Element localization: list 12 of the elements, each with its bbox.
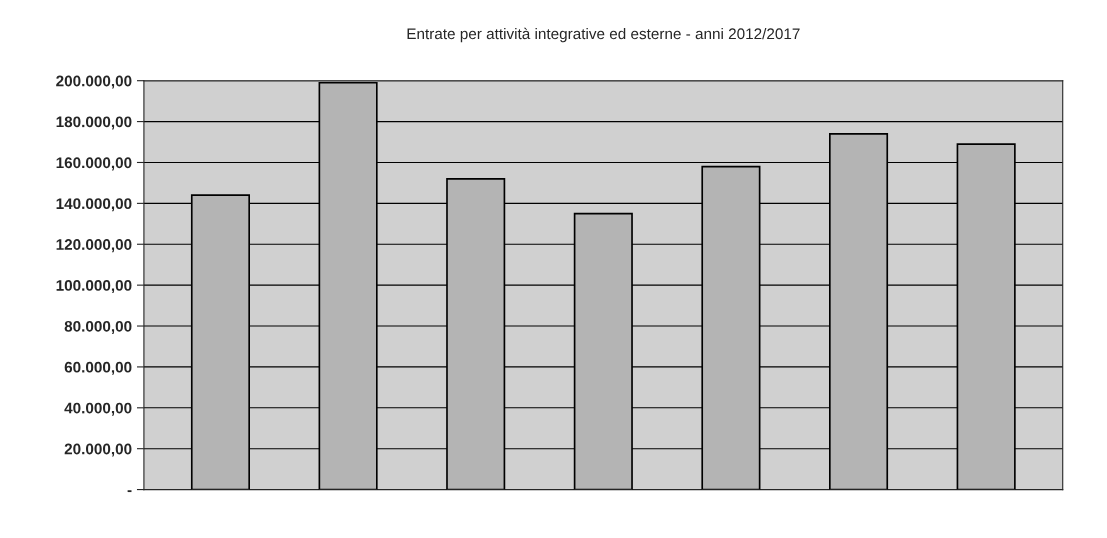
y-tick-label: 20.000,00 [64,443,132,457]
y-tick-label: 180.000,00 [56,116,132,130]
y-tick-label: 200.000,00 [56,75,132,89]
chart-title: Entrate per attività integrative ed esterne - anni 2012/2017 [407,27,800,43]
y-tick-label: - [127,490,132,493]
y-tick-label: 160.000,00 [56,157,132,171]
y-tick-label: 140.000,00 [56,198,132,212]
y-tick-label: 100.000,00 [56,280,132,294]
y-tick-label: 80.000,00 [64,320,132,334]
y-tick-label: 60.000,00 [64,361,132,375]
y-tick-label: 40.000,00 [64,402,132,416]
y-tick-label: 120.000,00 [56,239,132,253]
